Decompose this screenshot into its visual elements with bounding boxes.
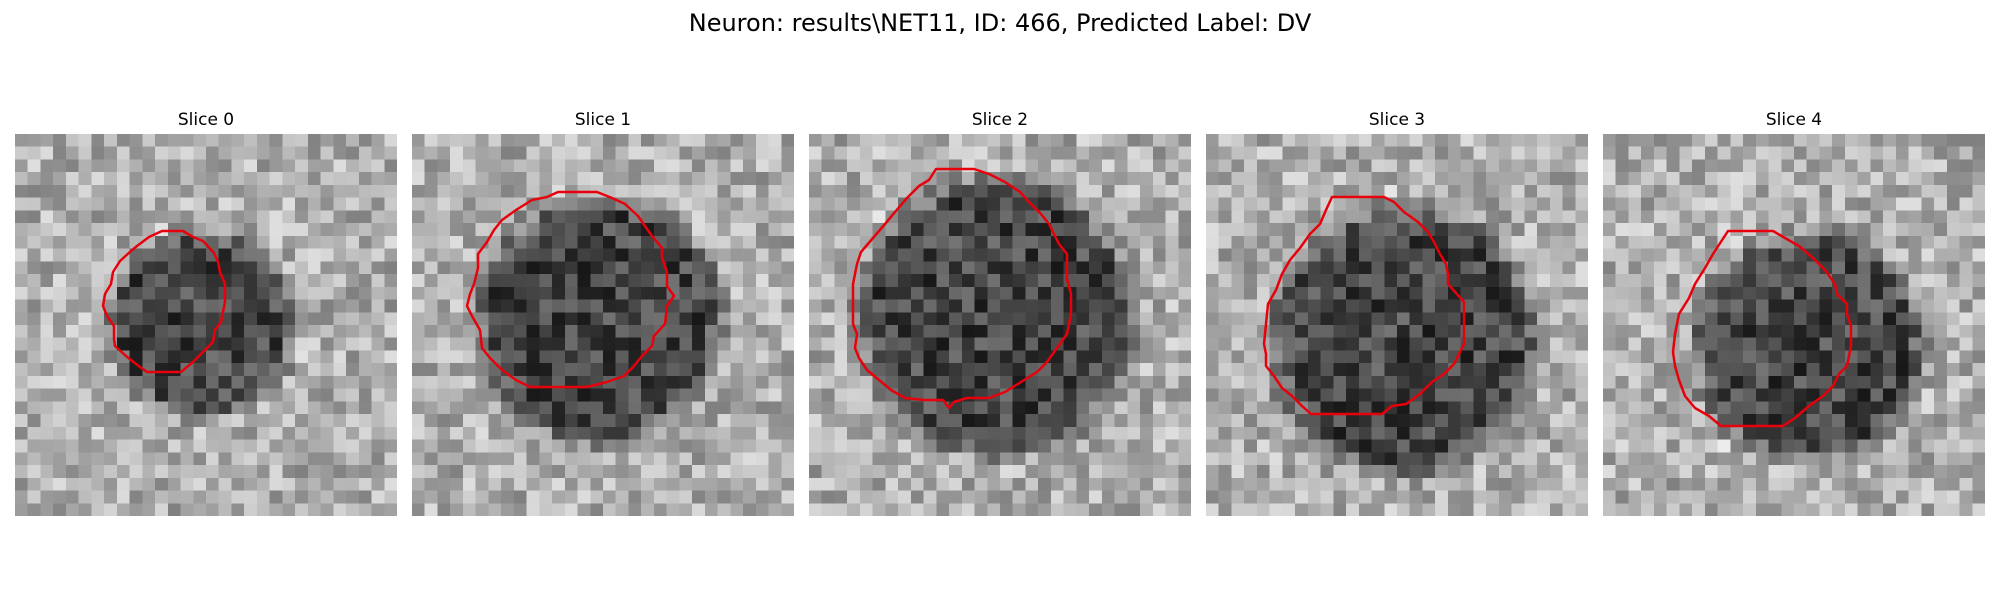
slice-title: Slice 0 bbox=[177, 110, 235, 130]
figure-title: Neuron: results\NET11, ID: 466, Predicte… bbox=[688, 9, 1312, 37]
roi-contour-path bbox=[465, 190, 676, 389]
slice-image bbox=[1206, 134, 1588, 516]
slice-panel-1: Slice 1 bbox=[412, 110, 794, 516]
roi-contour bbox=[851, 167, 1073, 410]
slice-title: Slice 2 bbox=[971, 110, 1029, 130]
slice-panel-3: Slice 3 bbox=[1206, 110, 1588, 516]
roi-contour bbox=[1262, 195, 1466, 416]
slice-panel-0: Slice 0 bbox=[15, 110, 397, 516]
roi-contour bbox=[101, 229, 227, 374]
slice-title: Slice 4 bbox=[1765, 110, 1823, 130]
slice-image bbox=[15, 134, 397, 516]
slice-image bbox=[1603, 134, 1985, 516]
roi-contour bbox=[465, 190, 676, 389]
roi-contour bbox=[1671, 229, 1853, 428]
roi-contour-path bbox=[101, 229, 227, 374]
slice-panel-2: Slice 2 bbox=[809, 110, 1191, 516]
slice-title: Slice 3 bbox=[1368, 110, 1426, 130]
roi-contour-path bbox=[851, 167, 1073, 410]
roi-contour-path bbox=[1671, 229, 1853, 428]
slice-title: Slice 1 bbox=[574, 110, 632, 130]
roi-contour-path bbox=[1262, 195, 1466, 416]
slice-panel-4: Slice 4 bbox=[1603, 110, 1985, 516]
slice-image bbox=[809, 134, 1191, 516]
slice-image bbox=[412, 134, 794, 516]
